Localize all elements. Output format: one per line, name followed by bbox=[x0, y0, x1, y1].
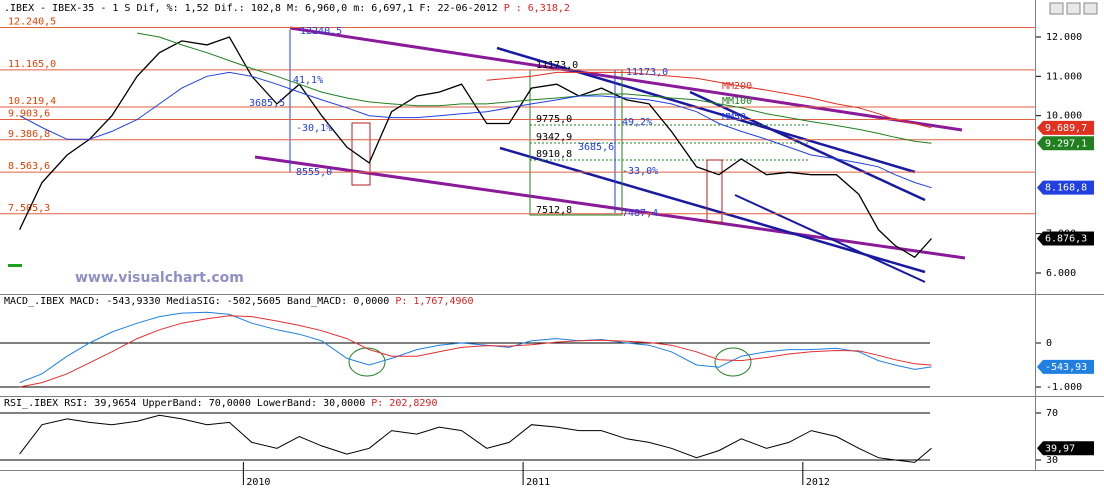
box bbox=[351, 122, 371, 186]
series-line bbox=[19, 71, 932, 189]
value-tag bbox=[1037, 120, 1094, 135]
value-tag bbox=[1037, 441, 1094, 456]
y-tick-label: -1.000 bbox=[1046, 382, 1082, 393]
y-tick-label: 70 bbox=[1046, 408, 1058, 419]
annotation: 11173,0 bbox=[536, 60, 578, 71]
trend-line bbox=[734, 194, 926, 283]
panel-header: .IBEX - IBEX-35 - 1 S Dif, %: 1,52 Dif.:… bbox=[4, 3, 498, 14]
series-line bbox=[486, 71, 932, 129]
series-label: MM100 bbox=[722, 96, 752, 107]
x-tick-label: 2011 bbox=[526, 477, 550, 488]
value-tag-label: 9.297,1 bbox=[1045, 138, 1087, 149]
trend-line bbox=[499, 146, 926, 274]
series-line bbox=[19, 315, 932, 388]
panel-header-p: P: 202,8290 bbox=[371, 398, 437, 409]
value-tag bbox=[1037, 359, 1094, 374]
annotation: -30,1% bbox=[296, 123, 332, 134]
button[interactable] bbox=[1083, 2, 1098, 15]
trend-line bbox=[689, 90, 926, 202]
value-tag bbox=[1037, 180, 1094, 195]
value-tag-label: 6.876,3 bbox=[1045, 234, 1087, 245]
panel-header: RSI_.IBEX RSI: 39,9654 UpperBand: 70,000… bbox=[4, 398, 365, 409]
value-tag-label: 39,97 bbox=[1045, 443, 1075, 454]
value-tag bbox=[1037, 231, 1094, 246]
annotation: 8555,0 bbox=[296, 167, 332, 178]
annotation: 11173,0 bbox=[626, 67, 668, 78]
series-label: MM50 bbox=[722, 112, 746, 123]
y-tick-label: 0 bbox=[1046, 338, 1052, 349]
y-tick-label: 12.000 bbox=[1046, 32, 1082, 43]
annotation: 12240,5 bbox=[300, 26, 342, 37]
button[interactable] bbox=[1066, 2, 1081, 15]
annotation: 3685,6 bbox=[578, 142, 614, 153]
series-line bbox=[137, 32, 932, 144]
level-label: 8.563,6 bbox=[8, 161, 50, 172]
y-tick-label: 30 bbox=[1046, 455, 1058, 466]
marker bbox=[8, 264, 22, 267]
panel-header-p: P: 1,767,4960 bbox=[395, 296, 473, 307]
y-tick-label: 6.000 bbox=[1046, 268, 1076, 279]
level-label: 9.903,6 bbox=[8, 108, 50, 119]
series-label: MM200 bbox=[722, 81, 752, 92]
value-tag-label: 9.689,7 bbox=[1045, 123, 1087, 134]
y-tick-label: 11.000 bbox=[1046, 71, 1082, 82]
annotation: 8910,8 bbox=[536, 149, 572, 160]
level-label: 11.165,0 bbox=[8, 59, 56, 70]
annotation: 7512,8 bbox=[536, 205, 572, 216]
value-tag-label: 8.168,8 bbox=[1045, 183, 1087, 194]
annotation: 7487,4 bbox=[622, 208, 658, 219]
panel-header: MACD_.IBEX MACD: -543,9330 MediaSIG: -50… bbox=[4, 296, 389, 307]
trend-line bbox=[496, 46, 916, 174]
annotation: -33,0% bbox=[622, 166, 658, 177]
level-label: 9.386,8 bbox=[8, 129, 50, 140]
x-tick-label: 2012 bbox=[806, 477, 830, 488]
watermark: www.visualchart.com bbox=[75, 270, 244, 286]
annotation: 41,1% bbox=[293, 75, 323, 86]
trend-line bbox=[254, 155, 966, 260]
annotation: 49,2% bbox=[622, 117, 652, 128]
level-label: 10.219,4 bbox=[8, 96, 56, 107]
window-buttons bbox=[1049, 2, 1098, 15]
value-tag-label: -543,93 bbox=[1045, 362, 1087, 373]
series-line bbox=[19, 36, 932, 259]
x-tick-label: 2010 bbox=[246, 477, 270, 488]
y-tick-label: 10.000 bbox=[1046, 111, 1082, 122]
annotation: 9775,0 bbox=[536, 114, 572, 125]
level-label: 12.240,5 bbox=[8, 17, 56, 28]
trend-line bbox=[289, 26, 963, 132]
frames bbox=[0, 0, 1104, 471]
value-tag bbox=[1037, 136, 1094, 151]
annotation: 9342,9 bbox=[536, 132, 572, 143]
box bbox=[706, 159, 723, 223]
series-line bbox=[19, 414, 932, 463]
panel-header-p: P : 6,318,2 bbox=[504, 3, 570, 14]
circle bbox=[714, 347, 752, 377]
button[interactable] bbox=[1049, 2, 1064, 15]
annotation: 3685,5 bbox=[249, 98, 285, 109]
